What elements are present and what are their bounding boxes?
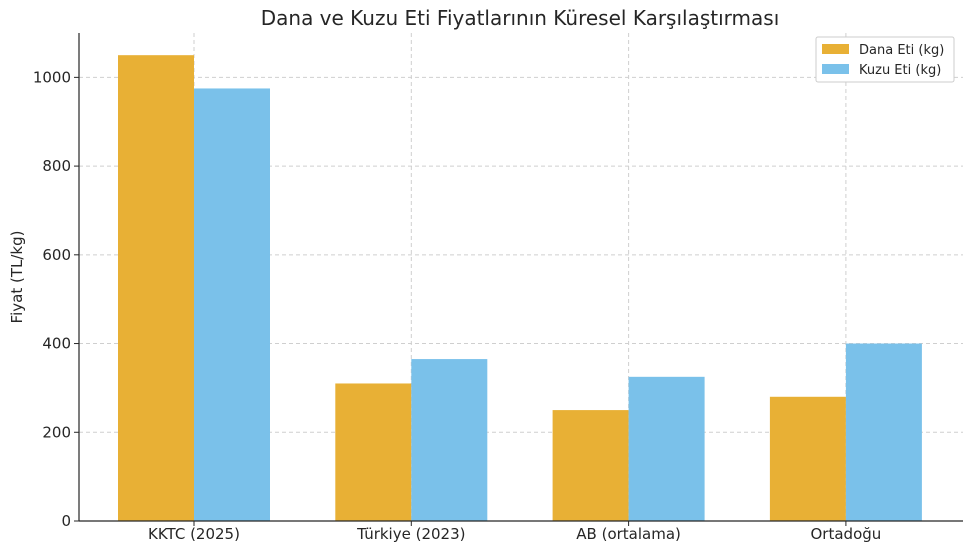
axes xyxy=(78,33,963,522)
legend-label: Dana Eti (kg) xyxy=(859,43,944,58)
y-tick-label: 1000 xyxy=(33,68,71,86)
bar-kuzu-1 xyxy=(411,359,488,521)
x-tick-label: Türkiye (2023) xyxy=(356,525,465,543)
bar-dana-0 xyxy=(118,55,194,521)
legend-swatch xyxy=(822,44,849,54)
x-tick-label: Ortadoğu xyxy=(811,525,882,543)
legend-box xyxy=(815,36,955,83)
y-tick-label: 600 xyxy=(42,246,71,264)
x-tick-label: KKTC (2025) xyxy=(148,525,240,543)
chart-title: Dana ve Kuzu Eti Fiyatlarının Küresel Ka… xyxy=(261,6,780,30)
y-ticks: 0 200 400 600 800 1000 xyxy=(33,68,79,530)
legend-swatch xyxy=(822,64,849,74)
y-tick-label: 800 xyxy=(42,157,71,175)
y-tick-label: 0 xyxy=(61,512,71,530)
bar-dana-3 xyxy=(769,396,846,521)
legend: Dana Eti (kg) Kuzu Eti (kg) xyxy=(815,36,955,83)
y-tick-label: 200 xyxy=(42,423,71,441)
y-axis-label: Fiyat (TL/kg) xyxy=(8,231,26,324)
x-tick-label: AB (ortalama) xyxy=(576,525,681,543)
x-ticks: KKTC (2025) Türkiye (2023) AB (ortalama) Or… xyxy=(148,521,881,543)
bar-kuzu-2 xyxy=(628,376,705,521)
bar-kuzu-0 xyxy=(194,88,270,522)
legend-label: Kuzu Eti (kg) xyxy=(859,63,941,78)
bar-dana-1 xyxy=(335,383,412,521)
bar-dana-2 xyxy=(552,410,629,521)
y-tick-label: 400 xyxy=(42,335,71,353)
bars xyxy=(118,55,922,522)
bar-kuzu-3 xyxy=(845,343,922,521)
